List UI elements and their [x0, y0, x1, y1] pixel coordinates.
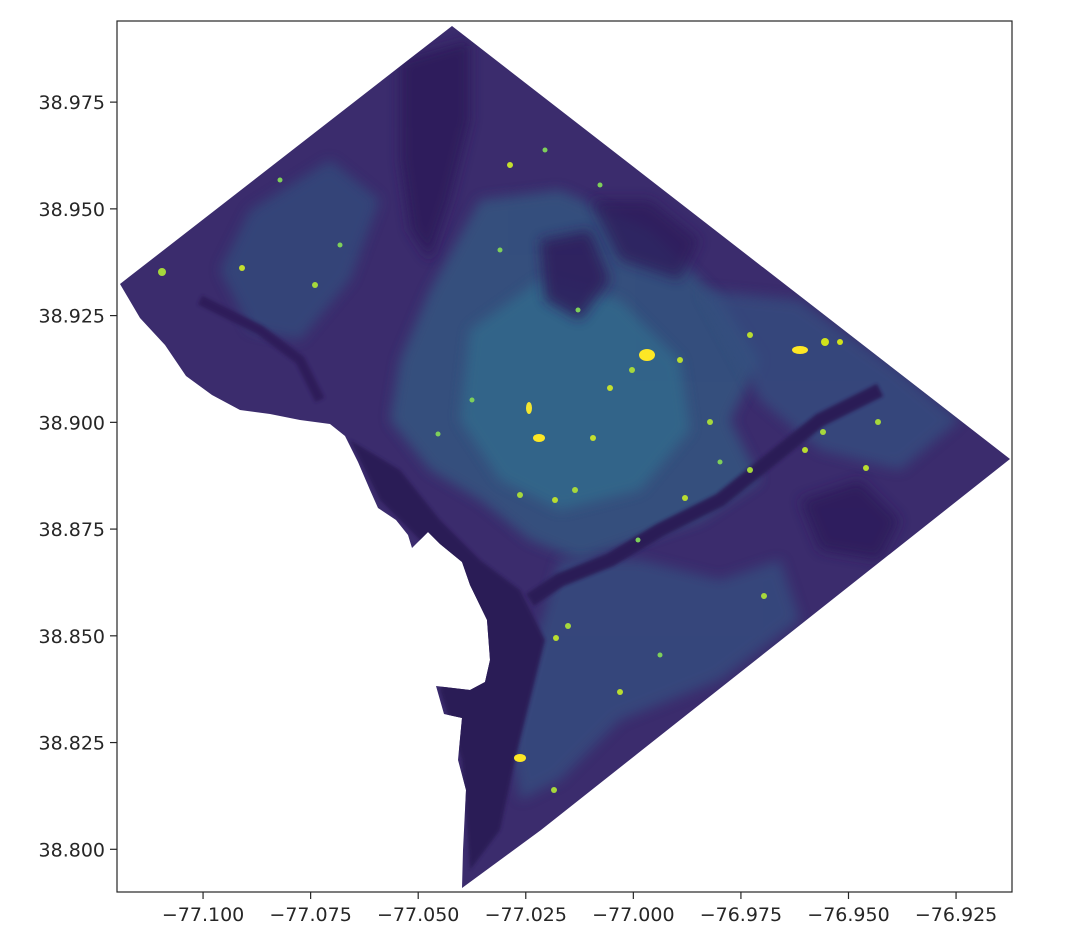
hotspot	[717, 459, 723, 465]
hotspot	[747, 332, 753, 338]
y-tick-label: 38.950	[39, 199, 105, 221]
hotspot	[277, 177, 283, 183]
potomac-river	[350, 440, 545, 870]
x-tick-label: −77.025	[485, 904, 567, 926]
hotspot	[657, 652, 663, 658]
southeast-band	[510, 560, 800, 800]
rock-creek-park	[400, 40, 470, 260]
x-tick-label: −77.000	[592, 904, 674, 926]
hotspot	[639, 349, 655, 361]
x-tick-label: −76.950	[807, 904, 889, 926]
hotspot	[312, 282, 318, 288]
hotspot	[158, 268, 166, 276]
hotspot	[533, 434, 545, 442]
hotspot	[707, 419, 713, 425]
raster-layer	[120, 26, 1010, 888]
hotspot	[572, 487, 578, 493]
hotspot	[617, 689, 623, 695]
northeast-band	[700, 290, 960, 470]
northwest-band	[220, 160, 380, 340]
x-tick-label: −77.100	[162, 904, 244, 926]
urban-inner	[460, 280, 690, 510]
hotspots	[158, 147, 881, 793]
hotspot	[629, 367, 635, 373]
northwest-stream	[197, 295, 325, 403]
y-tick-label: 38.875	[39, 519, 105, 541]
hotspot	[565, 623, 571, 629]
hotspot	[337, 242, 343, 248]
hotspot	[863, 465, 869, 471]
hotspot	[239, 265, 245, 271]
hotspot	[677, 357, 683, 363]
east-parkland	[800, 480, 900, 560]
hotspot	[552, 497, 558, 503]
x-tick-label: −77.050	[377, 904, 459, 926]
y-tick-label: 38.800	[39, 839, 105, 861]
x-axis: −77.100 −77.075 −77.050 −77.025 −77.000 −76.9…	[162, 892, 997, 926]
axes-frame	[116, 20, 1013, 893]
hotspot	[635, 537, 641, 543]
hotspot	[517, 492, 523, 498]
x-tick-label: −76.975	[700, 904, 782, 926]
hotspot	[590, 435, 596, 441]
hotspot	[820, 429, 826, 435]
hotspot	[507, 162, 513, 168]
hotspot	[435, 431, 441, 437]
y-tick-label: 38.975	[39, 92, 105, 114]
hotspot	[802, 447, 808, 453]
hotspot	[792, 346, 808, 354]
hotspot	[542, 147, 548, 153]
hotspot	[553, 635, 559, 641]
hotspot	[607, 385, 613, 391]
y-tick-label: 38.900	[39, 412, 105, 434]
hotspot	[761, 593, 767, 599]
y-tick-label: 38.825	[39, 733, 105, 755]
y-tick-label: 38.925	[39, 306, 105, 328]
hotspot	[747, 467, 753, 473]
hotspot	[875, 419, 881, 425]
x-tick-label: −77.075	[269, 904, 351, 926]
hotspot	[575, 307, 581, 313]
anacostia-river	[526, 383, 884, 606]
x-tick-label: −76.925	[915, 904, 997, 926]
hotspot	[514, 754, 526, 762]
y-tick-label: 38.850	[39, 626, 105, 648]
hotspot	[497, 247, 503, 253]
hotspot	[526, 402, 532, 414]
east-parkland-2	[540, 230, 610, 320]
hotspot	[551, 787, 557, 793]
hotspot	[837, 339, 843, 345]
hotspot	[597, 182, 603, 188]
hotspot	[469, 397, 475, 403]
y-axis: 38.975 38.950 38.925 38.900 38.875 38.850 38.8…	[39, 92, 117, 861]
hotspot	[682, 495, 688, 501]
hotspot	[821, 338, 829, 346]
north-parkland	[590, 200, 700, 280]
